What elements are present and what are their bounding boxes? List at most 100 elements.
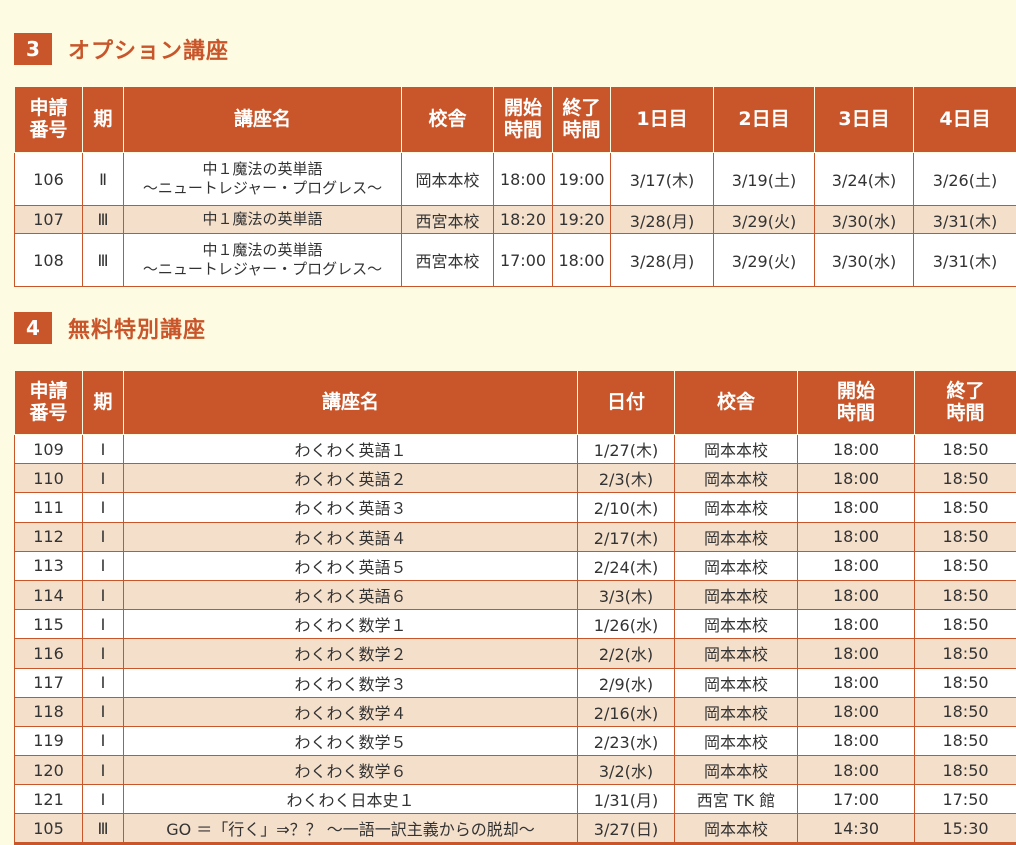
application-number: 105 (14, 813, 83, 845)
end-time: 18:50 (914, 609, 1016, 640)
start-time: 18:00 (797, 609, 915, 640)
table-row: 117 Ⅰ わくわく数学３ 2/9(水) 岡本本校 18:00 18:50 (14, 667, 1016, 698)
end-time: 18:50 (914, 521, 1016, 552)
course-name: わくわく英語２ (123, 463, 578, 494)
school: 岡本本校 (674, 725, 798, 757)
column-header: 1日目 (610, 86, 714, 153)
course-name-line-1: 中１魔法の英単語 (202, 240, 323, 259)
column-header: 申請 番号 (14, 86, 83, 153)
column-header: 終了 時間 (914, 370, 1016, 435)
school: 岡本本校 (674, 696, 798, 727)
day-3: 3/30(水) (814, 233, 914, 287)
term: Ⅰ (82, 638, 124, 669)
end-time: 18:00 (552, 233, 611, 287)
table-row: 107 Ⅲ 中１魔法の英単語 西宮本校 18:20 19:20 3/28(月) 3/29(火)… (14, 205, 1016, 234)
end-time: 19:00 (552, 152, 611, 206)
start-time: 18:00 (797, 638, 915, 669)
column-header: 期 (82, 86, 124, 153)
school: 岡本本校 (401, 152, 494, 206)
term: Ⅰ (82, 725, 124, 757)
date: 2/9(水) (577, 667, 675, 698)
school: 岡本本校 (674, 667, 798, 698)
start-time: 17:00 (493, 233, 553, 287)
course-name: わくわく数学３ (123, 667, 578, 698)
school: 岡本本校 (674, 492, 798, 523)
term: Ⅰ (82, 521, 124, 552)
school: 岡本本校 (674, 755, 798, 786)
term: Ⅰ (82, 433, 124, 465)
column-header: 講座名 (123, 86, 402, 153)
course-name: わくわく英語４ (123, 521, 578, 552)
start-time: 18:00 (797, 492, 915, 523)
term: Ⅰ (82, 696, 124, 727)
date: 2/17(木) (577, 521, 675, 552)
date: 2/2(水) (577, 638, 675, 669)
date: 3/27(日) (577, 813, 675, 845)
date: 1/31(月) (577, 784, 675, 815)
day-1: 3/17(木) (610, 152, 714, 206)
start-time: 18:00 (797, 755, 915, 786)
application-number: 114 (14, 579, 83, 611)
application-number: 108 (14, 233, 83, 287)
application-number: 113 (14, 550, 83, 581)
application-number: 112 (14, 521, 83, 552)
section-3-header: 3 オプション講座 (14, 33, 229, 65)
column-header: 開始 時間 (797, 370, 915, 435)
course-name: わくわく数学２ (123, 638, 578, 669)
term: Ⅲ (82, 233, 124, 287)
application-number: 111 (14, 492, 83, 523)
course-name: わくわく英語３ (123, 492, 578, 523)
term: Ⅰ (82, 463, 124, 494)
course-name: わくわく数学１ (123, 609, 578, 640)
section-4-header: 4 無料特別講座 (14, 312, 206, 344)
course-name: 中１魔法の英単語 〜ニュートレジャー・プログレス〜 (123, 233, 402, 287)
course-name: GO ＝「行く」⇒？？ 〜一語一訳主義からの脱却〜 (123, 813, 578, 845)
start-time: 18:00 (797, 550, 915, 581)
end-time: 18:50 (914, 725, 1016, 757)
school: 岡本本校 (674, 638, 798, 669)
date: 2/10(木) (577, 492, 675, 523)
school: 西宮 TK 館 (674, 784, 798, 815)
course-name: 中１魔法の英単語 〜ニュートレジャー・プログレス〜 (123, 152, 402, 206)
end-time: 18:50 (914, 579, 1016, 611)
column-header: 日付 (577, 370, 675, 435)
course-name-line-2: 〜ニュートレジャー・プログレス〜 (142, 179, 383, 197)
end-time: 18:50 (914, 492, 1016, 523)
start-time: 18:00 (797, 521, 915, 552)
application-number: 107 (14, 205, 83, 234)
table-row: 114 Ⅰ わくわく英語６ 3/3(木) 岡本本校 18:00 18:50 (14, 579, 1016, 611)
column-header: 講座名 (123, 370, 578, 435)
term: Ⅰ (82, 609, 124, 640)
end-time: 15:30 (914, 813, 1016, 845)
day-1: 3/28(月) (610, 205, 714, 234)
school: 岡本本校 (674, 521, 798, 552)
term: Ⅰ (82, 755, 124, 786)
table-row: 120 Ⅰ わくわく数学６ 3/2(水) 岡本本校 18:00 18:50 (14, 755, 1016, 786)
column-header: 3日目 (814, 86, 914, 153)
day-1: 3/28(月) (610, 233, 714, 287)
date: 1/27(木) (577, 433, 675, 465)
term: Ⅰ (82, 492, 124, 523)
day-3: 3/30(水) (814, 205, 914, 234)
start-time: 17:00 (797, 784, 915, 815)
end-time: 17:50 (914, 784, 1016, 815)
day-3: 3/24(木) (814, 152, 914, 206)
table-row: 112 Ⅰ わくわく英語４ 2/17(木) 岡本本校 18:00 18:50 (14, 521, 1016, 552)
school: 岡本本校 (674, 433, 798, 465)
table-row: 110 Ⅰ わくわく英語２ 2/3(木) 岡本本校 18:00 18:50 (14, 463, 1016, 494)
column-header: 校舎 (674, 370, 798, 435)
application-number: 120 (14, 755, 83, 786)
course-name: わくわく英語５ (123, 550, 578, 581)
day-4: 3/31(木) (913, 205, 1016, 234)
end-time: 18:50 (914, 550, 1016, 581)
application-number: 116 (14, 638, 83, 669)
column-header: 終了 時間 (552, 86, 611, 153)
table-row: 118 Ⅰ わくわく数学４ 2/16(水) 岡本本校 18:00 18:50 (14, 696, 1016, 727)
term: Ⅲ (82, 813, 124, 845)
start-time: 14:30 (797, 813, 915, 845)
school: 岡本本校 (674, 813, 798, 845)
date: 1/26(水) (577, 609, 675, 640)
application-number: 109 (14, 433, 83, 465)
end-time: 18:50 (914, 638, 1016, 669)
course-name-line-1: 中１魔法の英単語 (202, 159, 323, 178)
